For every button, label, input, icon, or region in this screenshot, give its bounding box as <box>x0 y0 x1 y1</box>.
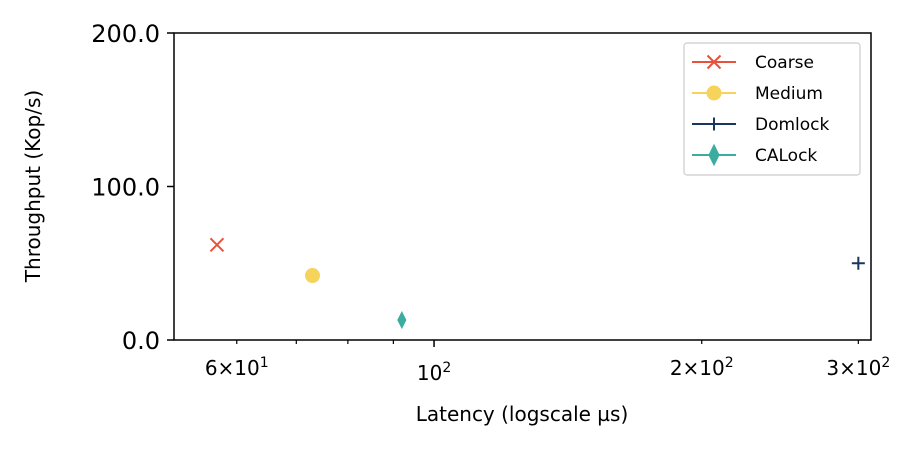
data-points <box>209 237 865 330</box>
y-axis: 0.0 100.0 200.0 <box>91 20 174 355</box>
legend-label: CALock <box>755 146 817 166</box>
legend-marker-domlock <box>707 117 721 131</box>
x-axis-label: Latency (logscale µs) <box>416 402 629 426</box>
legend-label: Medium <box>755 84 823 104</box>
data-point-domlock <box>851 256 865 270</box>
legend-marker-coarse <box>706 54 722 70</box>
y-axis-label: Throughput (Kop/s) <box>21 90 45 283</box>
legend: Coarse Medium Domlock CALock <box>683 42 861 176</box>
y-tick-label: 100.0 <box>91 174 160 202</box>
legend-box <box>683 42 861 176</box>
x-tick-label: 2×102 <box>670 355 734 380</box>
legend-marker-calock <box>708 143 720 167</box>
y-tick-label: 0.0 <box>122 327 160 355</box>
marker-stroke <box>706 54 722 70</box>
data-point-medium <box>305 268 321 284</box>
legend-marker-medium <box>706 85 722 101</box>
data-point-coarse <box>209 237 225 253</box>
legend-label: Coarse <box>755 53 814 73</box>
legend-label: Domlock <box>755 115 830 135</box>
marker-stroke <box>209 237 225 253</box>
y-tick-label: 200.0 <box>91 20 160 48</box>
x-axis: 102 6×101 2×102 3×102 <box>205 340 890 385</box>
x-tick-label: 3×102 <box>826 355 890 380</box>
x-tick-label: 6×101 <box>205 355 269 380</box>
x-tick-label: 102 <box>417 360 451 385</box>
data-point-calock <box>397 310 407 330</box>
